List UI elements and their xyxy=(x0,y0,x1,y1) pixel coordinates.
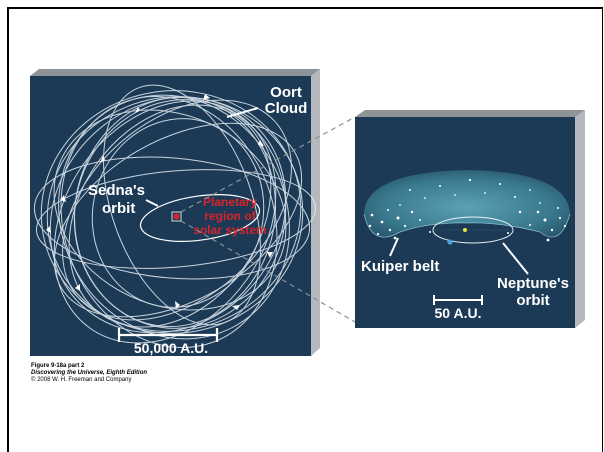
neptune-label-line1: Neptune's xyxy=(497,275,569,292)
figure-caption: Figure 9-18a part 2 Discovering the Univ… xyxy=(31,363,147,385)
planetary-label-line1: Planetary xyxy=(203,195,257,209)
caption-figure-number: Figure 9-18a part 2 xyxy=(31,363,147,370)
oort-scale-label: 50,000 A.U. xyxy=(134,340,208,356)
kuiper-label: Kuiper belt xyxy=(361,258,439,275)
kuiper-belt-panel: Kuiper belt Neptune's orbit 50 A.U. xyxy=(355,110,585,328)
sedna-label-line1: Sedna's xyxy=(88,182,145,199)
sedna-label-line2: orbit xyxy=(102,200,135,217)
sun-dot xyxy=(463,228,467,232)
neptune-label-line2: orbit xyxy=(516,292,549,309)
caption-copyright: © 2008 W. H. Freeman and Company xyxy=(31,377,147,384)
oort-cloud-panel: Oort Cloud Sedna's orbit Planetary regio… xyxy=(2,49,335,386)
kuiper-panel-side xyxy=(575,110,585,328)
oort-title-line1: Oort xyxy=(270,84,302,101)
kuiper-scale-label: 50 A.U. xyxy=(435,305,482,321)
sun-icon xyxy=(174,214,180,220)
oort-panel-top xyxy=(30,69,320,76)
kuiper-panel-top xyxy=(355,110,585,117)
planetary-label-line2: region of xyxy=(204,209,256,223)
neptune-dot xyxy=(447,239,452,244)
oort-title-line2: Cloud xyxy=(265,100,308,117)
